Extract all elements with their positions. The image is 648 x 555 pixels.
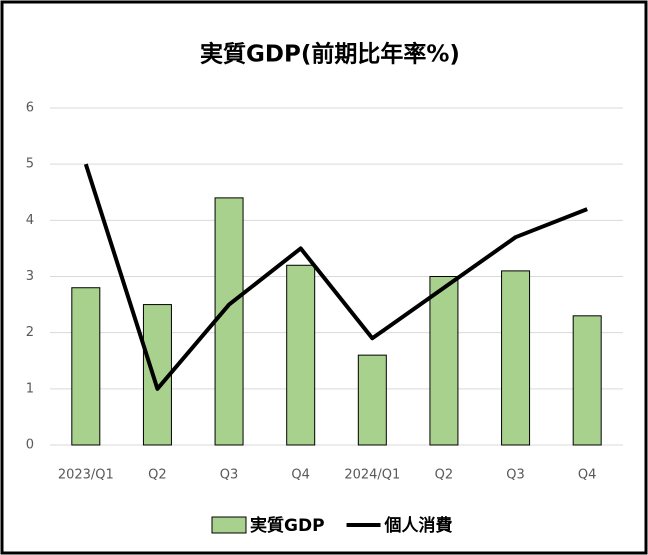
x-tick-label: Q4	[291, 468, 310, 483]
legend-label: 実質GDP	[250, 515, 325, 536]
y-tick-label: 3	[26, 269, 34, 284]
x-tick-label: 2023/Q1	[58, 468, 114, 483]
y-tick-label: 6	[26, 101, 34, 116]
y-tick-label: 1	[26, 381, 34, 396]
chart-title: 実質GDP(前期比年率%)	[200, 41, 460, 68]
x-tick-label: Q3	[220, 468, 239, 483]
bar	[572, 315, 602, 446]
bar	[429, 276, 459, 446]
legend-label: 個人消費	[384, 515, 453, 536]
y-tick-label: 2	[26, 325, 34, 340]
bar	[286, 264, 316, 446]
x-tick-label: 2024/Q1	[344, 468, 400, 483]
bar	[71, 287, 101, 446]
bar	[357, 354, 387, 446]
x-tick-label: Q2	[435, 468, 454, 483]
line	[83, 163, 588, 391]
bar	[214, 197, 244, 446]
bar	[501, 270, 531, 446]
legend-swatch	[211, 516, 247, 534]
y-tick-label: 0	[26, 438, 34, 453]
x-tick-label: Q3	[506, 468, 525, 483]
y-tick-label: 4	[26, 213, 34, 228]
x-tick-label: Q2	[148, 468, 167, 483]
y-tick-label: 5	[26, 157, 34, 172]
x-tick-label: Q4	[578, 468, 597, 483]
